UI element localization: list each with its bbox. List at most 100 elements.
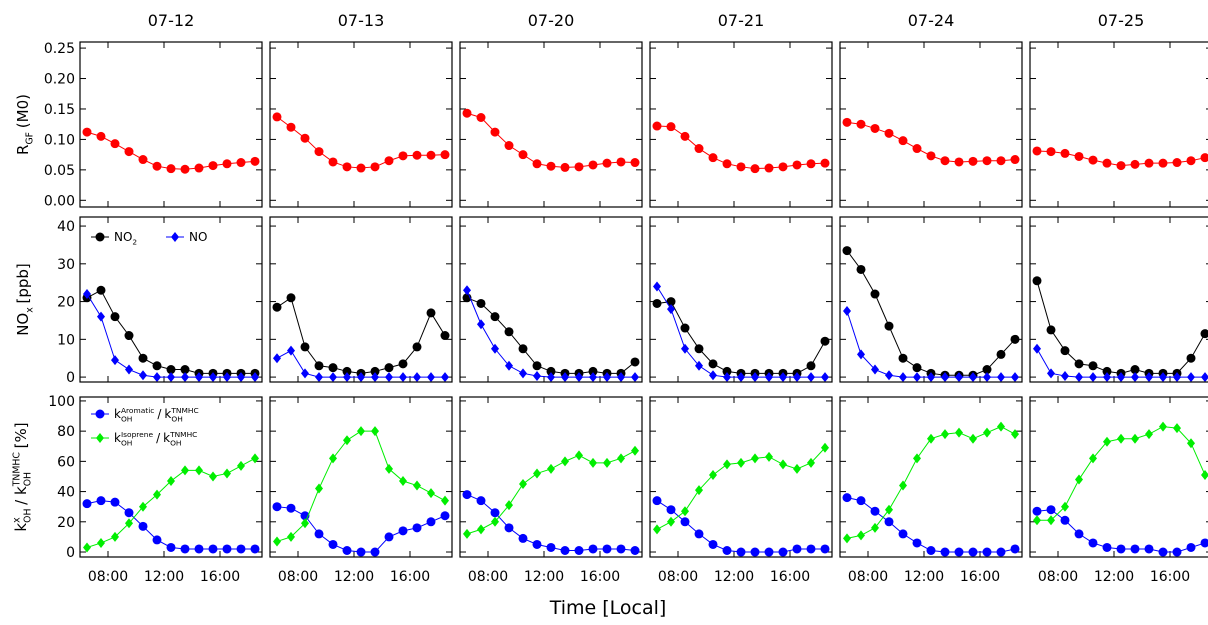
marker xyxy=(384,363,394,373)
legend-label-part: TNMHC xyxy=(170,406,198,415)
marker xyxy=(237,372,245,382)
marker xyxy=(83,289,91,300)
marker xyxy=(236,158,246,168)
marker xyxy=(575,450,583,461)
marker xyxy=(806,361,816,371)
marker xyxy=(1158,158,1168,168)
x-tick-label: 12:00 xyxy=(714,569,754,585)
x-tick-label: 08:00 xyxy=(88,569,128,585)
marker xyxy=(751,453,759,464)
marker xyxy=(272,502,282,512)
marker xyxy=(97,537,105,548)
plot-area xyxy=(82,453,260,554)
marker xyxy=(631,445,639,456)
marker xyxy=(167,476,175,487)
x-tick-label: 16:00 xyxy=(200,569,240,585)
marker xyxy=(166,542,176,552)
marker xyxy=(996,349,1006,359)
marker xyxy=(969,372,977,382)
marker xyxy=(680,131,690,141)
marker xyxy=(412,523,422,533)
marker xyxy=(681,506,689,517)
marker xyxy=(680,517,690,527)
marker xyxy=(694,529,704,539)
marker xyxy=(412,342,422,352)
plot-area xyxy=(82,285,260,382)
marker xyxy=(996,547,1006,557)
marker xyxy=(927,372,935,382)
marker xyxy=(588,544,598,554)
marker xyxy=(1033,515,1041,526)
marker xyxy=(399,372,407,382)
panel-frame xyxy=(1029,216,1208,383)
legend-label: NO 2 xyxy=(114,230,137,247)
marker xyxy=(954,547,964,557)
marker xyxy=(1088,361,1098,371)
marker xyxy=(806,159,816,169)
marker xyxy=(427,488,435,499)
plot-area xyxy=(1032,421,1208,557)
marker xyxy=(792,544,802,554)
marker xyxy=(209,471,217,482)
marker xyxy=(110,139,120,149)
marker xyxy=(138,353,148,363)
marker xyxy=(694,344,704,354)
marker xyxy=(941,429,949,440)
y-tick-label: 0.25 xyxy=(44,41,75,57)
marker xyxy=(652,298,662,308)
marker xyxy=(820,544,830,554)
marker xyxy=(223,468,231,479)
y-axis-label-part: R xyxy=(14,145,32,155)
marker xyxy=(941,372,949,382)
y-axis-label-part: OH xyxy=(23,472,34,486)
marker xyxy=(871,522,879,533)
marker xyxy=(181,372,189,382)
marker xyxy=(138,521,148,531)
marker xyxy=(913,372,921,382)
marker xyxy=(1060,346,1070,356)
marker xyxy=(1159,372,1167,382)
marker xyxy=(617,453,625,464)
marker xyxy=(250,544,260,554)
x-tick-label: 08:00 xyxy=(848,569,888,585)
marker xyxy=(722,159,732,169)
marker xyxy=(821,442,829,453)
marker xyxy=(314,361,324,371)
legend-label-part: k xyxy=(114,431,121,445)
marker xyxy=(1046,505,1056,515)
legend-marker xyxy=(95,232,105,242)
marker xyxy=(519,368,527,379)
marker xyxy=(1102,542,1112,552)
marker xyxy=(820,158,830,168)
marker xyxy=(371,372,379,382)
marker xyxy=(806,544,816,554)
panel-frame xyxy=(79,41,263,208)
marker xyxy=(1032,146,1042,156)
marker xyxy=(1116,544,1126,554)
marker xyxy=(1144,544,1154,554)
marker xyxy=(1130,159,1140,169)
marker xyxy=(1116,161,1126,171)
marker xyxy=(631,372,639,382)
marker xyxy=(399,476,407,487)
marker xyxy=(152,361,162,371)
marker xyxy=(857,349,865,360)
marker xyxy=(153,489,161,500)
marker xyxy=(287,345,295,356)
marker xyxy=(737,372,745,382)
marker xyxy=(398,359,408,369)
marker xyxy=(983,427,991,438)
y-tick-label: 0.10 xyxy=(44,132,75,148)
x-tick-label: 16:00 xyxy=(960,569,1000,585)
marker xyxy=(996,156,1006,166)
marker xyxy=(153,372,161,382)
marker xyxy=(300,133,310,143)
marker xyxy=(1200,329,1208,339)
marker xyxy=(96,496,106,506)
x-tick-label: 16:00 xyxy=(1150,569,1190,585)
marker xyxy=(110,497,120,507)
marker xyxy=(983,372,991,382)
marker xyxy=(1201,372,1208,382)
marker xyxy=(222,544,232,554)
y-axis-label-part: / k xyxy=(12,486,30,505)
